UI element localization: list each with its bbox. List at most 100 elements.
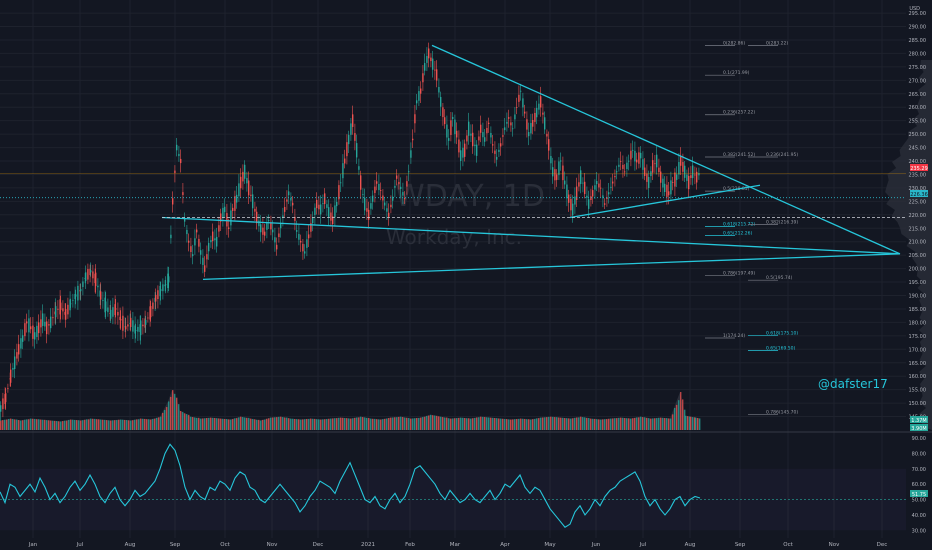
volume-bar [442, 417, 444, 430]
candle-body [107, 307, 109, 313]
candle-body [378, 183, 380, 190]
volume-bar [336, 418, 338, 430]
volume-bar [90, 418, 92, 430]
candle-body [642, 159, 644, 170]
price-tick-label: 285.00 [909, 38, 927, 44]
volume-bar [186, 414, 188, 430]
volume-bar [428, 415, 430, 430]
volume-bar [66, 420, 68, 430]
volume-bar [92, 418, 94, 430]
volume-bar [582, 417, 584, 430]
volume-bar [634, 417, 636, 430]
candle-body [562, 165, 564, 181]
volume-bar [148, 419, 150, 430]
candle-body [360, 175, 362, 190]
volume-bar [30, 418, 32, 430]
candle-body [7, 388, 9, 389]
oscillator-value-tag: 51.75 [910, 490, 928, 498]
candle-body [134, 325, 136, 334]
volume-bar [558, 417, 560, 430]
candle-body [97, 285, 99, 288]
candle-body [640, 152, 642, 159]
candle-body [614, 176, 616, 178]
candle-body [364, 197, 366, 211]
candle-body [504, 127, 506, 131]
candle-body [147, 317, 149, 319]
candle-body [396, 175, 398, 179]
candle-body [258, 220, 260, 227]
candle-body [444, 117, 446, 125]
volume-bar [596, 419, 598, 430]
volume-bar [12, 418, 14, 430]
candle-body [418, 91, 420, 101]
candle-body [678, 162, 680, 175]
volume-bar [268, 418, 270, 430]
candle-body [538, 103, 540, 110]
candle-body [44, 321, 46, 327]
volume-bar [408, 417, 410, 430]
volume-bar [424, 416, 426, 430]
candle-body [518, 94, 520, 102]
oscillator-pane [0, 443, 906, 531]
volume-bar [276, 417, 278, 430]
volume-bar [78, 420, 80, 430]
volume-bar [250, 418, 252, 430]
candle-body [168, 276, 170, 283]
price-tick-label: 155.00 [909, 388, 927, 394]
time-axis[interactable]: Jan Jul Aug Sep Oct Nov Dec 2021 Feb Mar Apr May Jun… [28, 542, 888, 548]
candle-body [172, 198, 174, 205]
volume-bar [296, 419, 298, 430]
candle-body [280, 222, 282, 229]
candle-body [618, 164, 620, 167]
candle-body [660, 171, 662, 183]
volume-bar [666, 418, 668, 430]
candle-body [174, 170, 176, 173]
candle-body [430, 57, 432, 62]
candle-body [652, 160, 654, 173]
volume-bar [384, 418, 386, 430]
candle-body [426, 56, 428, 63]
ticker-watermark: WDAY, 1D [395, 179, 545, 214]
volume-bar [444, 417, 446, 430]
volume-bar [242, 416, 244, 430]
volume-bar [460, 417, 462, 430]
price-tick-label: 210.00 [909, 240, 927, 246]
volume-bar [695, 417, 697, 430]
candle-body [428, 48, 430, 59]
volume-bar [628, 418, 630, 430]
time-tick-label: Nov [829, 542, 840, 548]
volume-bar [102, 419, 104, 430]
volume-bar [456, 418, 458, 430]
price-axis[interactable]: 145.00150.00155.00160.00165.00170.00175.… [909, 11, 927, 534]
volume-bar [230, 419, 232, 430]
trendline [569, 184, 761, 219]
price-tick-label: 170.00 [909, 347, 927, 353]
volume-bar [226, 419, 228, 430]
volume-bar [646, 417, 648, 430]
candle-body [442, 107, 444, 118]
candle-body [536, 107, 538, 118]
volume-bar [394, 417, 396, 430]
candle-body [266, 222, 268, 230]
candle-body [512, 128, 514, 130]
volume-bar [554, 417, 556, 430]
candle-body [48, 324, 50, 326]
trendline [161, 216, 901, 255]
candle-body [392, 196, 394, 201]
candle-body [384, 202, 386, 206]
volume-bar [180, 411, 182, 430]
candle-body [222, 207, 224, 219]
volume-bar [566, 418, 568, 430]
candle-body [85, 272, 87, 281]
candle-body [578, 182, 580, 187]
candle-body [184, 218, 186, 222]
volume-bar [632, 418, 634, 430]
candle-body [214, 238, 216, 241]
volume-bar [264, 419, 266, 430]
candle-body [446, 124, 448, 138]
volume-bar [126, 420, 128, 430]
oscillator-value-label: 51.75 [912, 492, 926, 498]
candle-body [155, 294, 157, 302]
volume-bar [358, 417, 360, 430]
